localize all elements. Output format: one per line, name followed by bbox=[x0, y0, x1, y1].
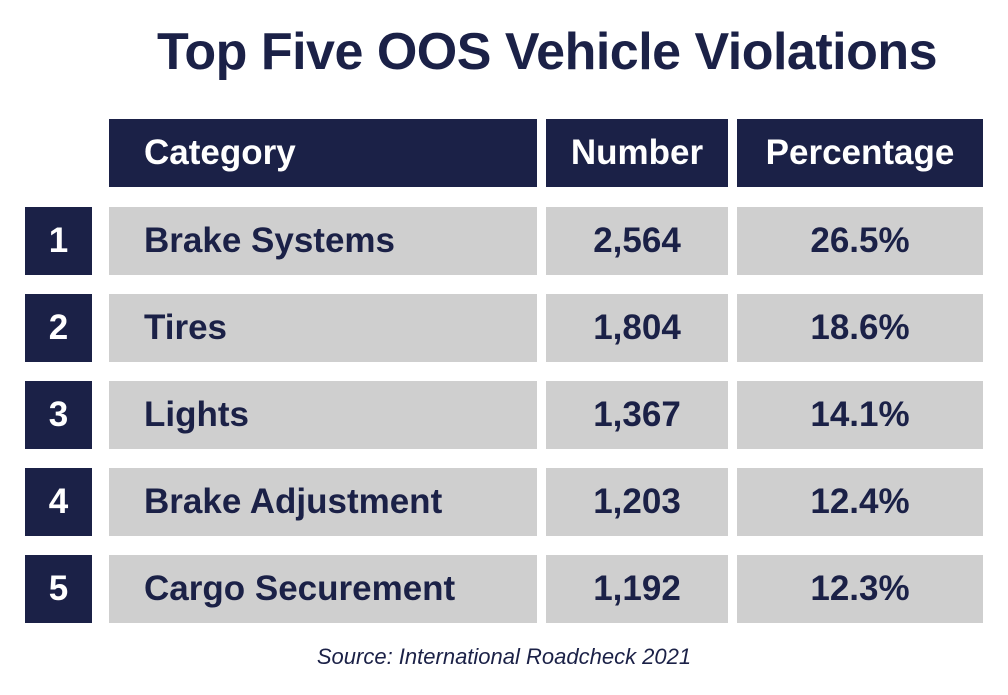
rank-badge: 5 bbox=[25, 555, 92, 623]
cell-category: Brake Systems bbox=[109, 207, 537, 275]
cell-number: 1,192 bbox=[546, 555, 728, 623]
cell-category: Lights bbox=[109, 381, 537, 449]
cell-category: Tires bbox=[109, 294, 537, 362]
rank-badge: 2 bbox=[25, 294, 92, 362]
header-percentage: Percentage bbox=[737, 119, 983, 187]
rank-badge: 1 bbox=[25, 207, 92, 275]
cell-percentage: 12.3% bbox=[737, 555, 983, 623]
cell-number: 1,203 bbox=[546, 468, 728, 536]
cell-category: Brake Adjustment bbox=[109, 468, 537, 536]
rank-badge: 3 bbox=[25, 381, 92, 449]
cell-category: Cargo Securement bbox=[109, 555, 537, 623]
cell-percentage: 26.5% bbox=[737, 207, 983, 275]
cell-number: 1,804 bbox=[546, 294, 728, 362]
cell-number: 2,564 bbox=[546, 207, 728, 275]
cell-percentage: 12.4% bbox=[737, 468, 983, 536]
source-note: Source: International Roadcheck 2021 bbox=[316, 644, 692, 669]
rank-badge: 4 bbox=[25, 468, 92, 536]
header-number: Number bbox=[546, 119, 728, 187]
chart-title: Top Five OOS Vehicle Violations bbox=[156, 23, 938, 81]
header-category: Category bbox=[109, 119, 537, 187]
cell-percentage: 14.1% bbox=[737, 381, 983, 449]
cell-number: 1,367 bbox=[546, 381, 728, 449]
cell-percentage: 18.6% bbox=[737, 294, 983, 362]
